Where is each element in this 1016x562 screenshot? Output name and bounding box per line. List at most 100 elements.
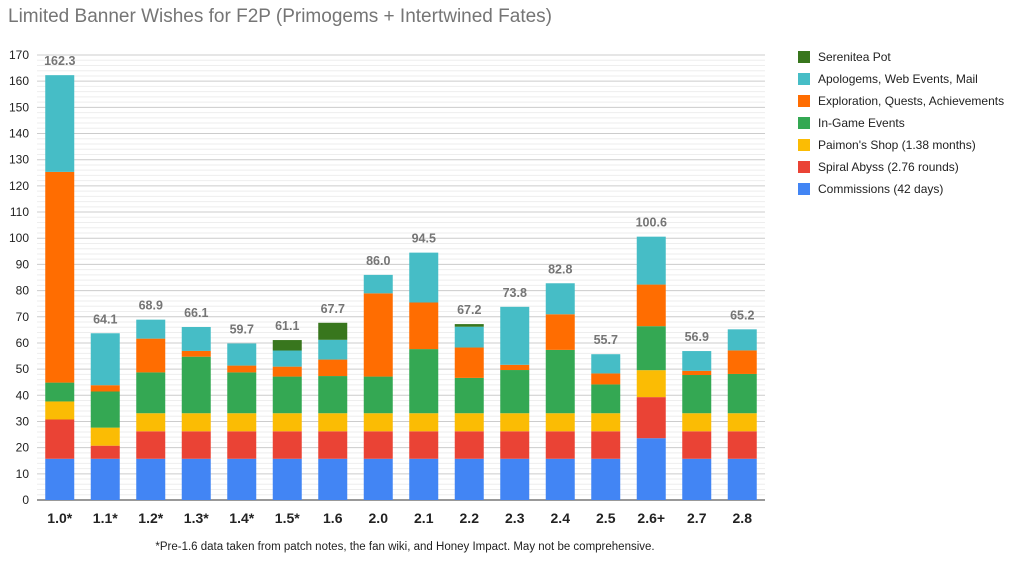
bar-segment [90, 445, 120, 459]
bar-segment [636, 370, 666, 398]
bar-segment [181, 458, 211, 500]
legend-label: Exploration, Quests, Achievements [818, 94, 1005, 108]
bar-segment [636, 397, 666, 439]
bar-segment [363, 413, 393, 432]
bar-segment [409, 252, 439, 303]
bar-segment [500, 370, 530, 414]
bar-segment [363, 274, 393, 294]
bar-segment [500, 364, 530, 371]
bar-segment [90, 458, 120, 500]
bar-segment [682, 431, 712, 459]
bar-segment [636, 438, 666, 500]
bar-segment [545, 431, 575, 459]
bar-segment [500, 413, 530, 432]
bar-segment [363, 293, 393, 377]
bar-segment [682, 458, 712, 500]
y-tick-label: 110 [10, 205, 29, 219]
bar-total-label: 64.1 [93, 312, 117, 326]
bar-segment [272, 340, 302, 351]
bar-segment [318, 413, 348, 432]
bar-segment [727, 431, 757, 459]
y-tick-label: 0 [22, 493, 29, 507]
bar-segment [409, 413, 439, 432]
x-tick-label: 1.5* [275, 510, 300, 526]
bar-segment [318, 376, 348, 414]
y-tick-label: 40 [16, 388, 30, 402]
bar-segment [227, 431, 257, 459]
y-tick-label: 50 [16, 362, 30, 376]
bar-segment [636, 236, 666, 285]
x-tick-label: 1.3* [184, 510, 209, 526]
bar-segment [272, 366, 302, 377]
bar-segment [90, 427, 120, 446]
x-tick-label: 1.4* [229, 510, 254, 526]
bar-segment [727, 373, 757, 414]
bar-segment [682, 413, 712, 432]
legend-item: Serenitea Pot [798, 46, 1004, 68]
bar-total-label: 73.8 [503, 286, 527, 300]
stacked-bar-chart: 0 10 20 30 40 50 60 70 80 90 100 110 120 130 140 150 160… [9, 48, 765, 526]
bar-segment [500, 306, 530, 365]
bar-segment [136, 431, 166, 459]
bar-segment [272, 431, 302, 459]
y-tick-label: 10 [16, 467, 30, 481]
bar-segment [454, 326, 484, 348]
legend-swatch [798, 183, 810, 195]
bar-segment [181, 356, 211, 414]
y-tick-label: 100 [9, 231, 29, 245]
legend-swatch [798, 95, 810, 107]
chart-legend: Serenitea Pot Apologems, Web Events, Mail… [798, 46, 1004, 200]
bar-segment [682, 370, 712, 376]
bar-total-label: 94.5 [412, 232, 436, 246]
x-tick-label: 2.5 [596, 510, 616, 526]
bar-segment [45, 382, 75, 402]
bar-segment [545, 413, 575, 432]
bar-total-label: 67.7 [321, 302, 345, 316]
legend-item: Apologems, Web Events, Mail [798, 68, 1004, 90]
bar-segment [181, 326, 211, 351]
legend-swatch [798, 73, 810, 85]
bar-total-label: 162.3 [44, 54, 75, 68]
x-tick-label: 2.1 [414, 510, 434, 526]
y-tick-label: 30 [16, 414, 30, 428]
bar-total-label: 56.9 [685, 330, 709, 344]
bar-segment [636, 326, 666, 371]
bar-segment [181, 431, 211, 459]
legend-label: Spiral Abyss (2.76 rounds) [818, 160, 959, 174]
y-tick-label: 170 [9, 48, 29, 62]
bar-total-label: 67.2 [457, 303, 481, 317]
x-tick-label: 2.8 [733, 510, 753, 526]
legend-item: Exploration, Quests, Achievements [798, 90, 1004, 112]
bar-segment [727, 350, 757, 374]
x-tick-label: 2.3 [505, 510, 525, 526]
legend-item: Commissions (42 days) [798, 178, 1004, 200]
bar-total-label: 86.0 [366, 254, 390, 268]
legend-label: Commissions (42 days) [818, 182, 944, 196]
bar-segment [136, 338, 166, 373]
bar-segment [227, 458, 257, 500]
legend-label: Apologems, Web Events, Mail [818, 72, 978, 86]
bar-segment [272, 413, 302, 432]
legend-label: In-Game Events [818, 116, 905, 130]
y-tick-label: 20 [16, 441, 30, 455]
bar-segment [454, 413, 484, 432]
bar-total-label: 61.1 [275, 319, 299, 333]
bar-segment [363, 458, 393, 500]
y-tick-label: 70 [16, 310, 30, 324]
y-tick-label: 130 [9, 153, 29, 167]
legend-label: Serenitea Pot [818, 50, 891, 64]
x-tick-label: 2.2 [460, 510, 480, 526]
bar-segment [591, 413, 621, 432]
bar-segment [454, 458, 484, 500]
x-tick-label: 2.6+ [637, 510, 665, 526]
bar-segment [454, 347, 484, 378]
bar-segment [45, 458, 75, 500]
bar-segment [318, 458, 348, 500]
bar-segment [318, 359, 348, 377]
x-tick-label: 2.0 [369, 510, 389, 526]
bar-segment [136, 458, 166, 500]
bar-segment [227, 365, 257, 373]
bar-segment [45, 419, 75, 459]
legend-label: Paimon's Shop (1.38 months) [818, 138, 976, 152]
bar-segment [454, 324, 484, 327]
